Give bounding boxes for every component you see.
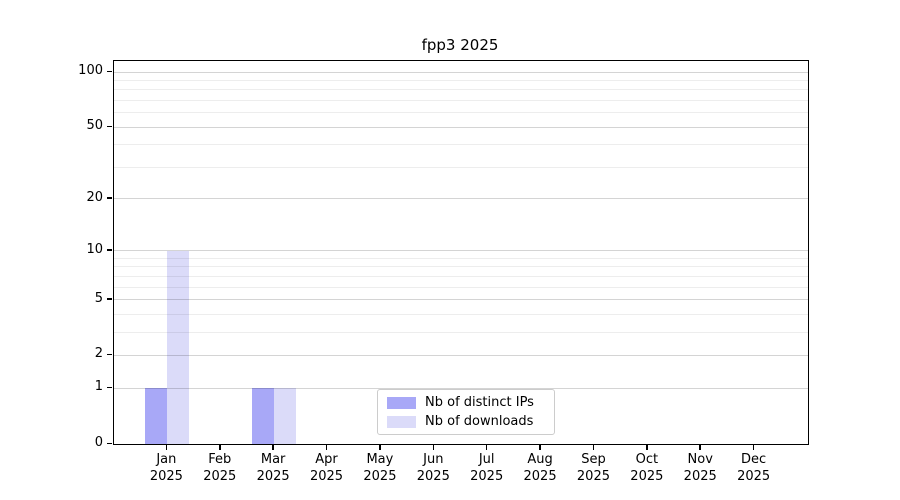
gridline xyxy=(114,299,808,301)
y-axis-tick-label: 1 xyxy=(94,379,103,395)
plot-area: Nb of distinct IPs Nb of downloads xyxy=(113,60,809,445)
y-axis-tick-label: 5 xyxy=(94,290,103,306)
x-axis-tick-label: Aug 2025 xyxy=(523,452,557,484)
bar-distinct-ips-mar-2025 xyxy=(252,388,275,444)
legend-label-distinct-ips: Nb of distinct IPs xyxy=(425,395,534,410)
x-axis-tick-label: Jan 2025 xyxy=(149,452,183,484)
x-axis-tick-label: Oct 2025 xyxy=(630,452,664,484)
legend-label-downloads: Nb of downloads xyxy=(425,414,534,429)
gridline xyxy=(114,89,808,91)
x-axis-tick xyxy=(165,444,168,450)
x-axis-tick xyxy=(325,444,328,450)
y-axis-tick-label: 10 xyxy=(86,241,103,257)
bar-downloads-mar-2025 xyxy=(274,388,297,444)
gridline xyxy=(114,354,808,356)
x-axis-tick-label: Dec 2025 xyxy=(737,452,771,484)
legend-row-distinct-ips: Nb of distinct IPs xyxy=(378,395,554,410)
gridline xyxy=(114,198,808,200)
x-axis-tick-label: Feb 2025 xyxy=(203,452,237,484)
y-axis-tick-label: 50 xyxy=(86,118,103,134)
legend-row-downloads: Nb of downloads xyxy=(378,414,554,429)
x-axis-tick-label: Mar 2025 xyxy=(256,452,290,484)
gridline xyxy=(114,286,808,288)
x-axis-tick-label: May 2025 xyxy=(363,452,397,484)
y-axis-tick-label: 0 xyxy=(94,435,103,450)
gridline xyxy=(114,112,808,114)
y-axis-tick-label: 20 xyxy=(86,189,103,205)
gridline xyxy=(114,166,808,168)
y-axis-tick xyxy=(107,197,112,199)
y-axis-tick xyxy=(107,298,112,300)
gridline xyxy=(114,126,808,128)
y-axis-tick xyxy=(107,125,112,128)
x-axis-tick xyxy=(646,444,648,450)
x-axis-tick-label: Jul 2025 xyxy=(470,452,504,484)
x-axis-tick xyxy=(539,444,541,450)
gridline xyxy=(114,313,808,315)
x-axis-tick xyxy=(432,444,435,450)
gridline xyxy=(114,257,808,259)
gridline xyxy=(114,331,808,333)
y-axis-tick xyxy=(107,249,112,251)
gridline xyxy=(114,80,808,82)
gridline xyxy=(114,275,808,277)
gridline xyxy=(114,144,808,146)
x-axis-tick xyxy=(485,444,488,450)
gridline xyxy=(114,71,808,73)
x-axis-tick xyxy=(752,444,755,450)
gridline xyxy=(114,266,808,268)
legend-swatch-downloads xyxy=(387,415,416,428)
x-axis-tick-label: Sep 2025 xyxy=(576,452,610,484)
gridline xyxy=(114,250,808,252)
y-axis-tick xyxy=(107,353,112,356)
y-axis-tick xyxy=(107,442,112,444)
x-axis-tick xyxy=(219,444,221,450)
chart-title: fpp3 2025 xyxy=(421,36,499,54)
legend: Nb of distinct IPs Nb of downloads xyxy=(377,389,555,435)
x-axis-tick-label: Nov 2025 xyxy=(683,452,717,484)
x-axis-tick xyxy=(379,444,381,450)
x-axis-tick xyxy=(699,444,701,450)
y-axis-tick-label: 100 xyxy=(78,63,103,79)
y-axis-tick-label: 2 xyxy=(94,346,103,362)
x-axis-tick-label: Jun 2025 xyxy=(416,452,450,484)
bar-downloads-jan-2025 xyxy=(167,250,190,444)
x-axis-tick xyxy=(272,444,274,450)
legend-swatch-distinct-ips xyxy=(387,396,416,409)
x-axis-tick-label: Apr 2025 xyxy=(309,452,344,484)
bar-distinct-ips-jan-2025 xyxy=(145,388,168,444)
gridline xyxy=(114,100,808,102)
y-axis-tick xyxy=(107,386,112,389)
y-axis-tick xyxy=(107,70,112,73)
x-axis-tick xyxy=(592,444,595,450)
